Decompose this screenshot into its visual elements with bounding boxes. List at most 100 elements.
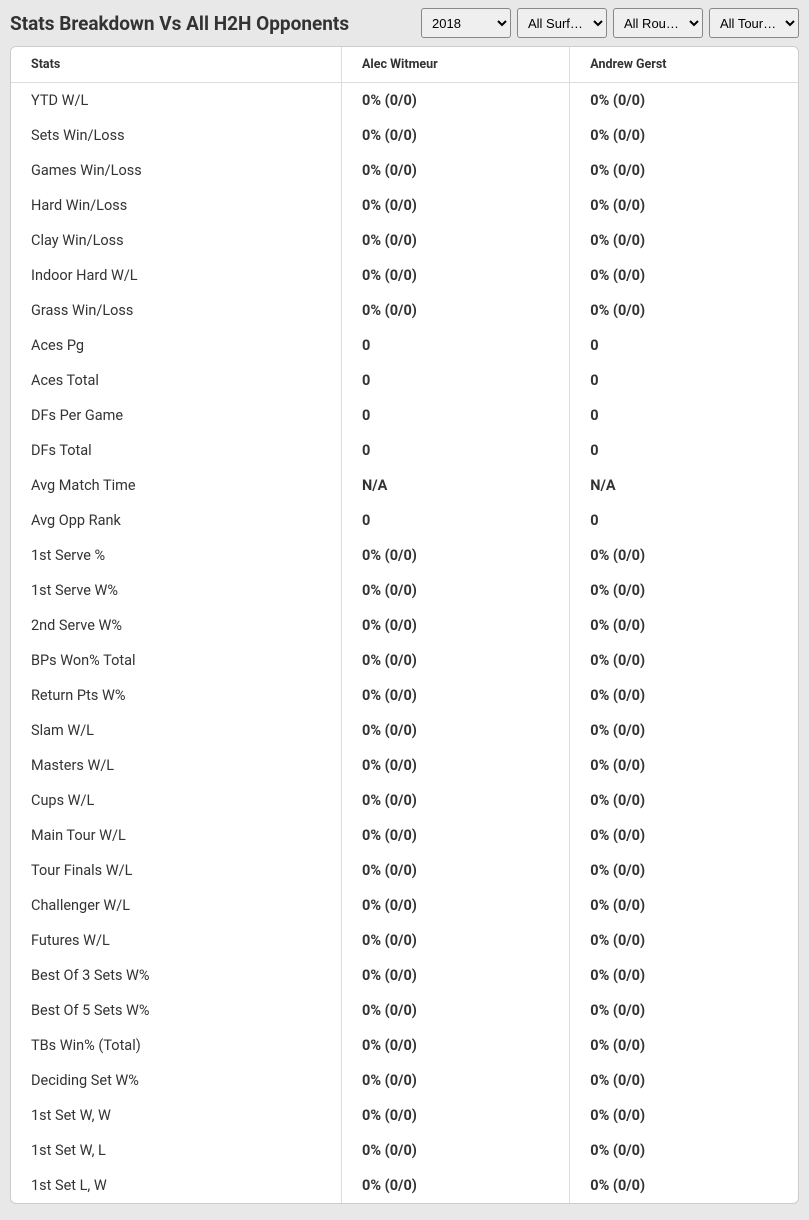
stat-name-cell: Avg Opp Rank xyxy=(11,503,342,538)
table-row: YTD W/L0% (0/0)0% (0/0) xyxy=(11,83,798,118)
player1-value-cell: 0% (0/0) xyxy=(342,118,570,153)
table-row: Avg Match TimeN/AN/A xyxy=(11,468,798,503)
table-row: 1st Serve W%0% (0/0)0% (0/0) xyxy=(11,573,798,608)
player2-value-cell: 0% (0/0) xyxy=(570,678,798,713)
player2-value-cell: 0% (0/0) xyxy=(570,748,798,783)
player1-value-cell: 0% (0/0) xyxy=(342,748,570,783)
stat-name-cell: Games Win/Loss xyxy=(11,153,342,188)
player1-value-cell: 0% (0/0) xyxy=(342,993,570,1028)
player2-value-cell: 0% (0/0) xyxy=(570,118,798,153)
player2-value-cell: N/A xyxy=(570,468,798,503)
player1-value-cell: 0% (0/0) xyxy=(342,713,570,748)
player1-value-cell: 0% (0/0) xyxy=(342,258,570,293)
table-header-row: Stats Alec Witmeur Andrew Gerst xyxy=(11,47,798,83)
stat-name-cell: TBs Win% (Total) xyxy=(11,1028,342,1063)
table-row: TBs Win% (Total)0% (0/0)0% (0/0) xyxy=(11,1028,798,1063)
player1-value-cell: 0% (0/0) xyxy=(342,1098,570,1133)
player2-value-cell: 0% (0/0) xyxy=(570,1098,798,1133)
player1-value-cell: 0% (0/0) xyxy=(342,678,570,713)
stat-name-cell: Grass Win/Loss xyxy=(11,293,342,328)
player1-value-cell: 0% (0/0) xyxy=(342,643,570,678)
player1-value-cell: 0% (0/0) xyxy=(342,188,570,223)
year-select[interactable]: 2018 xyxy=(421,8,511,38)
stat-name-cell: 1st Serve W% xyxy=(11,573,342,608)
player2-value-cell: 0% (0/0) xyxy=(570,888,798,923)
table-row: Masters W/L0% (0/0)0% (0/0) xyxy=(11,748,798,783)
surface-select[interactable]: All Surf… xyxy=(517,8,607,38)
table-row: Best Of 3 Sets W%0% (0/0)0% (0/0) xyxy=(11,958,798,993)
tour-select[interactable]: All Tour… xyxy=(709,8,799,38)
filters-group: 2018 All Surf… All Rou… All Tour… xyxy=(421,8,799,38)
stat-name-cell: 1st Set W, L xyxy=(11,1133,342,1168)
stat-name-cell: DFs Per Game xyxy=(11,398,342,433)
table-row: Deciding Set W%0% (0/0)0% (0/0) xyxy=(11,1063,798,1098)
table-row: Indoor Hard W/L0% (0/0)0% (0/0) xyxy=(11,258,798,293)
table-row: Tour Finals W/L0% (0/0)0% (0/0) xyxy=(11,853,798,888)
player1-value-cell: 0% (0/0) xyxy=(342,223,570,258)
player1-value-cell: 0% (0/0) xyxy=(342,573,570,608)
player2-value-cell: 0% (0/0) xyxy=(570,538,798,573)
table-row: Grass Win/Loss0% (0/0)0% (0/0) xyxy=(11,293,798,328)
round-select[interactable]: All Rou… xyxy=(613,8,703,38)
player1-value-cell: 0% (0/0) xyxy=(342,293,570,328)
stat-name-cell: Tour Finals W/L xyxy=(11,853,342,888)
player1-value-cell: 0% (0/0) xyxy=(342,818,570,853)
player1-value-cell: 0% (0/0) xyxy=(342,1168,570,1203)
player1-value-cell: 0% (0/0) xyxy=(342,853,570,888)
col-header-player2: Andrew Gerst xyxy=(570,47,798,83)
stat-name-cell: Main Tour W/L xyxy=(11,818,342,853)
table-row: Avg Opp Rank00 xyxy=(11,503,798,538)
table-row: 1st Serve %0% (0/0)0% (0/0) xyxy=(11,538,798,573)
player2-value-cell: 0% (0/0) xyxy=(570,1063,798,1098)
stat-name-cell: Clay Win/Loss xyxy=(11,223,342,258)
player2-value-cell: 0% (0/0) xyxy=(570,783,798,818)
stat-name-cell: 1st Serve % xyxy=(11,538,342,573)
player2-value-cell: 0% (0/0) xyxy=(570,1133,798,1168)
player2-value-cell: 0% (0/0) xyxy=(570,258,798,293)
table-row: 1st Set W, L0% (0/0)0% (0/0) xyxy=(11,1133,798,1168)
stat-name-cell: Masters W/L xyxy=(11,748,342,783)
player1-value-cell: 0% (0/0) xyxy=(342,83,570,118)
stat-name-cell: Best Of 5 Sets W% xyxy=(11,993,342,1028)
stat-name-cell: Return Pts W% xyxy=(11,678,342,713)
stats-table-wrap: Stats Alec Witmeur Andrew Gerst YTD W/L0… xyxy=(10,46,799,1204)
player2-value-cell: 0% (0/0) xyxy=(570,223,798,258)
stat-name-cell: Best Of 3 Sets W% xyxy=(11,958,342,993)
player1-value-cell: N/A xyxy=(342,468,570,503)
stat-name-cell: Aces Pg xyxy=(11,328,342,363)
player2-value-cell: 0% (0/0) xyxy=(570,608,798,643)
player1-value-cell: 0% (0/0) xyxy=(342,538,570,573)
player2-value-cell: 0 xyxy=(570,363,798,398)
player2-value-cell: 0% (0/0) xyxy=(570,993,798,1028)
player1-value-cell: 0% (0/0) xyxy=(342,958,570,993)
stat-name-cell: Futures W/L xyxy=(11,923,342,958)
player2-value-cell: 0% (0/0) xyxy=(570,573,798,608)
player1-value-cell: 0% (0/0) xyxy=(342,1063,570,1098)
player2-value-cell: 0% (0/0) xyxy=(570,853,798,888)
stat-name-cell: YTD W/L xyxy=(11,83,342,118)
player2-value-cell: 0 xyxy=(570,433,798,468)
header-bar: Stats Breakdown Vs All H2H Opponents 201… xyxy=(0,0,809,46)
player2-value-cell: 0 xyxy=(570,503,798,538)
stat-name-cell: Hard Win/Loss xyxy=(11,188,342,223)
player1-value-cell: 0% (0/0) xyxy=(342,1133,570,1168)
player1-value-cell: 0% (0/0) xyxy=(342,783,570,818)
stat-name-cell: 1st Set W, W xyxy=(11,1098,342,1133)
table-row: Games Win/Loss0% (0/0)0% (0/0) xyxy=(11,153,798,188)
player1-value-cell: 0% (0/0) xyxy=(342,1028,570,1063)
player2-value-cell: 0% (0/0) xyxy=(570,958,798,993)
stat-name-cell: Indoor Hard W/L xyxy=(11,258,342,293)
stat-name-cell: Slam W/L xyxy=(11,713,342,748)
table-row: Hard Win/Loss0% (0/0)0% (0/0) xyxy=(11,188,798,223)
player1-value-cell: 0% (0/0) xyxy=(342,923,570,958)
table-row: DFs Per Game00 xyxy=(11,398,798,433)
player2-value-cell: 0% (0/0) xyxy=(570,818,798,853)
player2-value-cell: 0% (0/0) xyxy=(570,1168,798,1203)
player2-value-cell: 0% (0/0) xyxy=(570,83,798,118)
stat-name-cell: BPs Won% Total xyxy=(11,643,342,678)
player1-value-cell: 0% (0/0) xyxy=(342,888,570,923)
stat-name-cell: Deciding Set W% xyxy=(11,1063,342,1098)
table-row: 1st Set L, W0% (0/0)0% (0/0) xyxy=(11,1168,798,1203)
stat-name-cell: Sets Win/Loss xyxy=(11,118,342,153)
table-row: Sets Win/Loss0% (0/0)0% (0/0) xyxy=(11,118,798,153)
